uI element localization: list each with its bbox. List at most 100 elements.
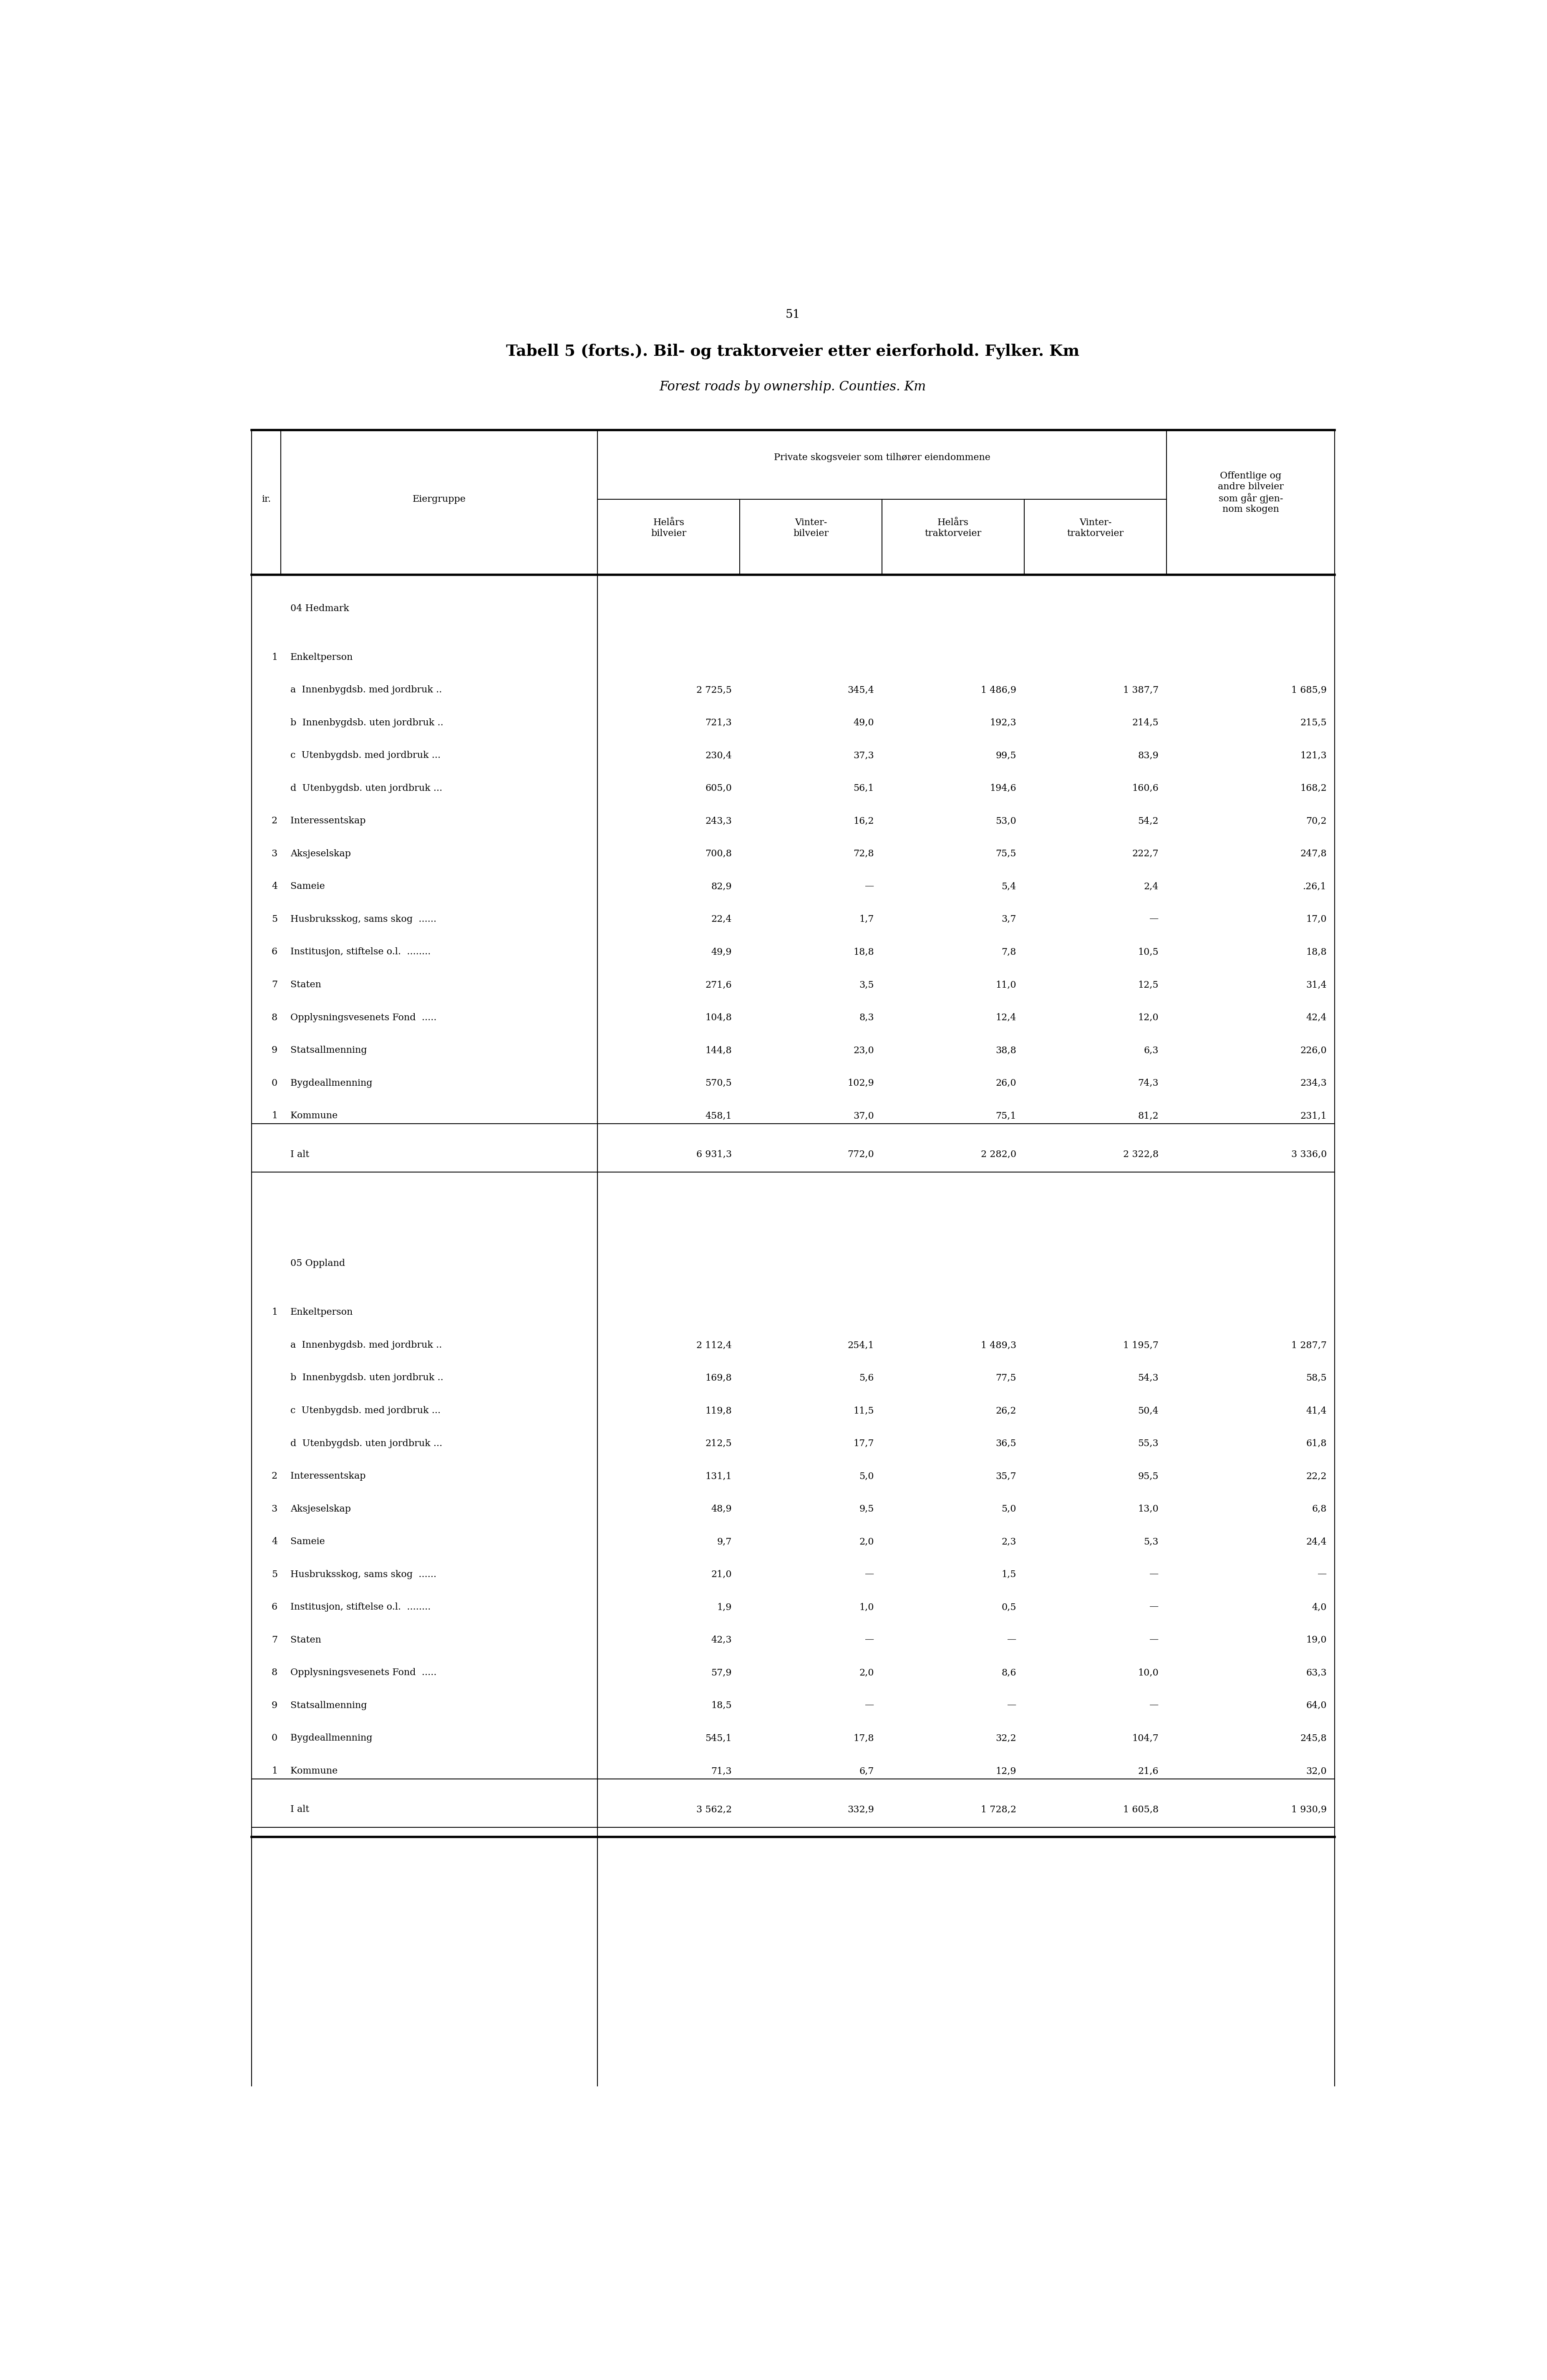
Text: 58,5: 58,5	[1306, 1373, 1327, 1383]
Text: 42,3: 42,3	[712, 1635, 732, 1645]
Text: 7: 7	[272, 1635, 277, 1645]
Text: Vinter-
bilveier: Vinter- bilveier	[794, 519, 829, 538]
Text: Enkeltperson: Enkeltperson	[291, 1307, 353, 1316]
Text: 5,3: 5,3	[1143, 1537, 1159, 1547]
Text: 5: 5	[272, 1571, 277, 1578]
Text: 4,0: 4,0	[1312, 1602, 1327, 1611]
Text: 0: 0	[271, 1078, 277, 1088]
Text: 2 112,4: 2 112,4	[696, 1340, 732, 1349]
Text: 3: 3	[271, 850, 277, 859]
Text: 0,5: 0,5	[1001, 1602, 1016, 1611]
Text: 6,7: 6,7	[859, 1766, 874, 1775]
Text: d  Utenbygdsb. uten jordbruk ...: d Utenbygdsb. uten jordbruk ...	[291, 1440, 442, 1447]
Text: 2: 2	[272, 816, 277, 826]
Text: 4: 4	[272, 1537, 277, 1547]
Text: 1 489,3: 1 489,3	[981, 1340, 1016, 1349]
Text: 63,3: 63,3	[1306, 1668, 1327, 1678]
Text: Institusjon, stiftelse o.l.  ........: Institusjon, stiftelse o.l. ........	[291, 947, 430, 957]
Text: 1,7: 1,7	[859, 914, 874, 923]
Text: 2 282,0: 2 282,0	[981, 1150, 1016, 1159]
Text: 144,8: 144,8	[705, 1045, 732, 1054]
Text: 54,2: 54,2	[1139, 816, 1159, 826]
Text: Kommune: Kommune	[291, 1111, 415, 1121]
Text: 234,3: 234,3	[1299, 1078, 1327, 1088]
Text: Vinter-
traktorveier: Vinter- traktorveier	[1067, 519, 1123, 538]
Text: 212,5: 212,5	[705, 1440, 732, 1447]
Text: Institusjon, stiftelse o.l.  ........: Institusjon, stiftelse o.l. ........	[291, 1602, 430, 1611]
Text: 271,6: 271,6	[705, 981, 732, 990]
Text: 1 486,9: 1 486,9	[981, 685, 1016, 695]
Text: —: —	[1149, 1602, 1159, 1611]
Text: 49,9: 49,9	[712, 947, 732, 957]
Text: Husbruksskog, sams skog  ......: Husbruksskog, sams skog ......	[291, 1571, 436, 1578]
Text: 35,7: 35,7	[996, 1471, 1016, 1480]
Text: —: —	[1149, 1571, 1159, 1578]
Text: c  Utenbygdsb. med jordbruk ...: c Utenbygdsb. med jordbruk ...	[291, 750, 441, 759]
Text: 8,6: 8,6	[1001, 1668, 1016, 1678]
Text: 49,0: 49,0	[854, 719, 874, 728]
Text: 226,0: 226,0	[1299, 1045, 1327, 1054]
Text: 18,8: 18,8	[1306, 947, 1327, 957]
Text: 121,3: 121,3	[1299, 750, 1327, 759]
Text: 12,4: 12,4	[996, 1014, 1016, 1021]
Text: 99,5: 99,5	[996, 750, 1016, 759]
Text: Staten: Staten	[291, 981, 410, 990]
Text: —: —	[1149, 1635, 1159, 1645]
Text: 23,0: 23,0	[854, 1045, 874, 1054]
Text: Aksjeselskap: Aksjeselskap	[291, 850, 422, 859]
Text: a  Innenbygdsb. med jordbruk ..: a Innenbygdsb. med jordbruk ..	[291, 1340, 442, 1349]
Text: 102,9: 102,9	[848, 1078, 874, 1088]
Text: I alt: I alt	[291, 1150, 407, 1159]
Text: 3,7: 3,7	[1001, 914, 1016, 923]
Text: 57,9: 57,9	[712, 1668, 732, 1678]
Text: 4: 4	[272, 883, 277, 890]
Text: 721,3: 721,3	[705, 719, 732, 728]
Text: 2 725,5: 2 725,5	[696, 685, 732, 695]
Text: 18,8: 18,8	[854, 947, 874, 957]
Text: Staten: Staten	[291, 1635, 410, 1645]
Text: 32,0: 32,0	[1306, 1766, 1327, 1775]
Text: 12,5: 12,5	[1139, 981, 1159, 990]
Text: 1: 1	[272, 652, 277, 662]
Text: 75,5: 75,5	[996, 850, 1016, 859]
Text: 0: 0	[271, 1733, 277, 1742]
Text: 1: 1	[272, 1766, 277, 1775]
Text: 104,7: 104,7	[1132, 1733, 1159, 1742]
Text: 2 322,8: 2 322,8	[1123, 1150, 1159, 1159]
Text: 10,5: 10,5	[1139, 947, 1159, 957]
Text: 53,0: 53,0	[996, 816, 1016, 826]
Text: 160,6: 160,6	[1132, 783, 1159, 793]
Text: 6,3: 6,3	[1143, 1045, 1159, 1054]
Text: .26,1: .26,1	[1303, 883, 1327, 890]
Text: Bygdeallmenning: Bygdeallmenning	[291, 1078, 422, 1088]
Text: 72,8: 72,8	[854, 850, 874, 859]
Text: 8: 8	[271, 1014, 277, 1021]
Text: 12,9: 12,9	[996, 1766, 1016, 1775]
Text: 1,0: 1,0	[859, 1602, 874, 1611]
Text: 81,2: 81,2	[1139, 1111, 1159, 1121]
Text: 5,0: 5,0	[859, 1471, 874, 1480]
Text: 3,5: 3,5	[859, 981, 874, 990]
Text: 332,9: 332,9	[848, 1804, 874, 1814]
Text: c  Utenbygdsb. med jordbruk ...: c Utenbygdsb. med jordbruk ...	[291, 1407, 441, 1416]
Text: 36,5: 36,5	[996, 1440, 1016, 1447]
Text: 247,8: 247,8	[1299, 850, 1327, 859]
Text: 5: 5	[272, 914, 277, 923]
Text: 545,1: 545,1	[705, 1733, 732, 1742]
Text: 74,3: 74,3	[1139, 1078, 1159, 1088]
Text: —: —	[865, 883, 874, 890]
Text: 83,9: 83,9	[1137, 750, 1159, 759]
Text: 7: 7	[272, 981, 277, 990]
Text: 32,2: 32,2	[996, 1733, 1016, 1742]
Text: 26,2: 26,2	[996, 1407, 1016, 1416]
Text: Interessentskap: Interessentskap	[291, 816, 432, 826]
Text: 104,8: 104,8	[705, 1014, 732, 1021]
Text: —: —	[1318, 1571, 1327, 1578]
Text: Sameie: Sameie	[291, 883, 415, 890]
Text: 2,4: 2,4	[1143, 883, 1159, 890]
Text: Husbruksskog, sams skog  ......: Husbruksskog, sams skog ......	[291, 914, 436, 923]
Text: b  Innenbygdsb. uten jordbruk ..: b Innenbygdsb. uten jordbruk ..	[291, 1373, 444, 1383]
Text: —: —	[865, 1571, 874, 1578]
Text: 1 685,9: 1 685,9	[1292, 685, 1327, 695]
Text: 131,1: 131,1	[705, 1471, 732, 1480]
